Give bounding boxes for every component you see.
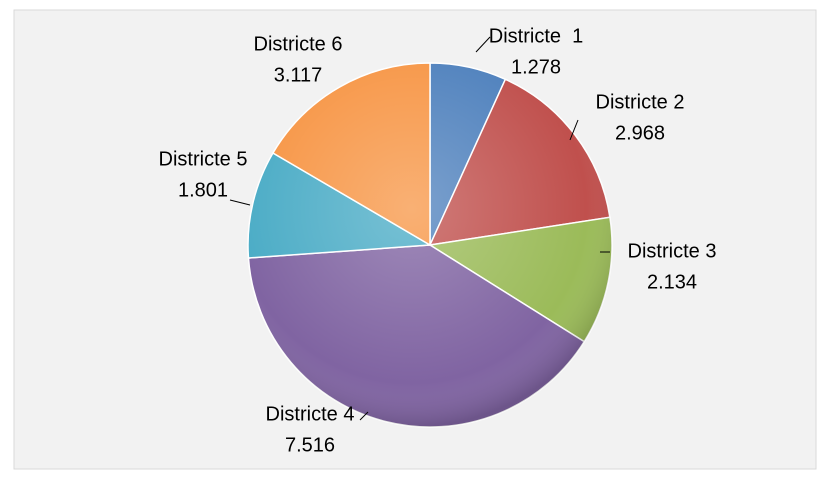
- slice-value: 7.516: [285, 434, 335, 456]
- slice-label: Districte 1: [489, 25, 583, 47]
- slice-value: 3.117: [274, 64, 323, 86]
- slice-label: Districte 4: [266, 403, 355, 425]
- slice-value: 1.801: [178, 179, 228, 201]
- slice-label: Districte 3: [628, 240, 717, 262]
- slice-label: Districte 2: [596, 91, 685, 113]
- leader-line: [475, 36, 491, 53]
- slice-value: 2.134: [647, 271, 697, 293]
- leader-line: [569, 119, 579, 141]
- slice-label: Districte 5: [159, 148, 248, 170]
- slice-value: 2.968: [615, 122, 665, 144]
- slice-value: 1.278: [511, 56, 561, 78]
- leader-line: [229, 199, 251, 206]
- slice-label: Districte 6: [254, 33, 343, 55]
- leader-line: [359, 411, 369, 421]
